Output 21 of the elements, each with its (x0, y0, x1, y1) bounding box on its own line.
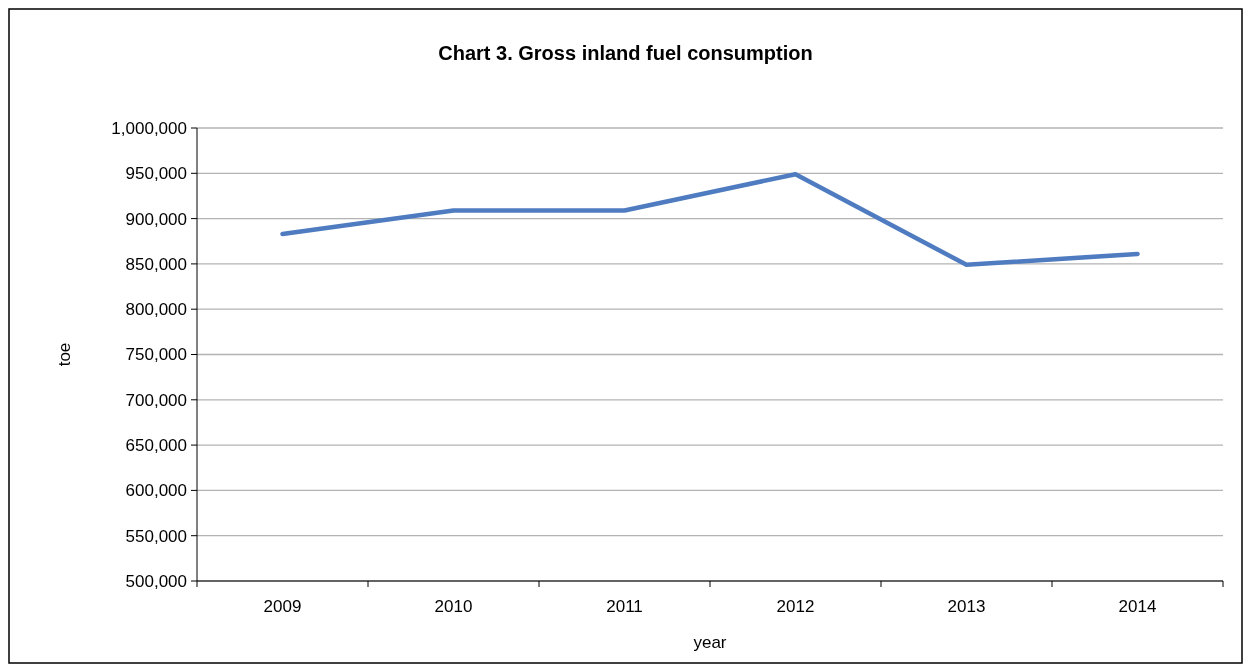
line-series (280, 171, 1140, 268)
y-tick-label: 550,000 (125, 526, 187, 546)
y-tick-label: 750,000 (125, 345, 187, 365)
y-tick-label: 950,000 (125, 164, 187, 184)
y-axis-title: toe (55, 342, 74, 367)
x-tick-label: 2012 (776, 597, 815, 616)
y-tick-label: 800,000 (125, 300, 187, 320)
y-tick-label: 850,000 (125, 254, 187, 274)
x-tick-label: 2013 (947, 597, 986, 616)
x-tick-label: 2010 (434, 597, 473, 616)
chart-title: Chart 3. Gross inland fuel consumption (438, 42, 813, 64)
x-tick-label: 2009 (263, 597, 302, 616)
y-tick-label: 1,000,000 (111, 118, 187, 138)
y-tick-label: 900,000 (125, 209, 187, 229)
x-tick-label: 2014 (1118, 597, 1157, 616)
y-tick-label: 500,000 (125, 571, 187, 591)
y-tick-label: 650,000 (125, 436, 187, 456)
y-tick-label: 600,000 (125, 481, 187, 501)
x-axis-title: year (693, 633, 727, 652)
y-tick-label: 700,000 (125, 390, 187, 410)
x-tick-label: 2011 (606, 597, 643, 616)
